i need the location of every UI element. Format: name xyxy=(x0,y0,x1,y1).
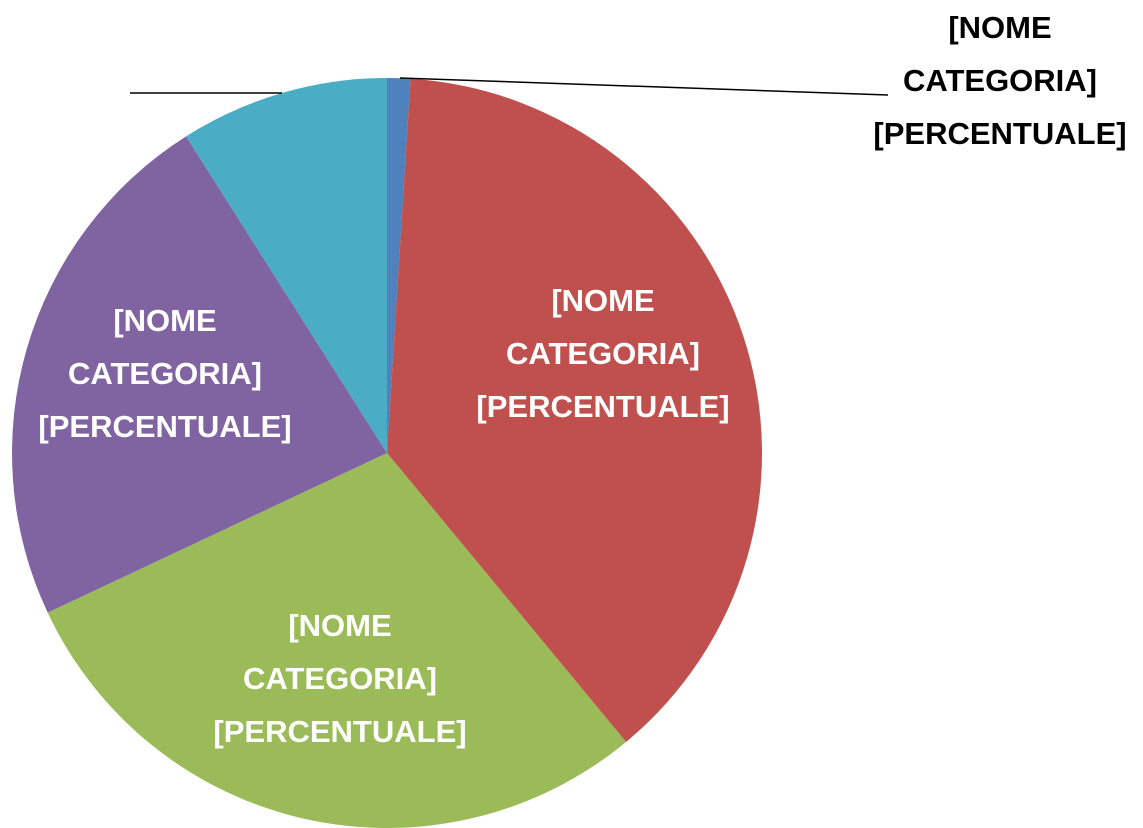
slice xyxy=(47,453,627,828)
slice xyxy=(186,78,387,453)
data-label: CATEGORIA] xyxy=(506,336,700,371)
data-label: [PERCENTUALE] xyxy=(213,714,466,749)
data-label: [PERCENTUALE] xyxy=(476,389,729,424)
data-label: [NOME xyxy=(113,303,216,338)
data-label: CATEGORIA] xyxy=(68,356,262,391)
slice xyxy=(387,78,411,453)
pie xyxy=(11,78,763,828)
data-label: CATEGORIA] xyxy=(903,63,1097,98)
data-label: [NOME xyxy=(948,10,1051,45)
data-label: [NOME xyxy=(551,283,654,318)
data-label: [NOME xyxy=(288,608,391,643)
data-label: [PERCENTUALE] xyxy=(38,409,291,444)
data-labels: [NOME CATEGORIA] [PERCENTUALE] [NOME CATEGOR… xyxy=(38,10,1126,749)
slice xyxy=(11,136,387,613)
leader-line xyxy=(399,77,889,96)
data-label: [PERCENTUALE] xyxy=(873,116,1126,151)
slice xyxy=(387,78,763,742)
data-label: CATEGORIA] xyxy=(243,661,437,696)
